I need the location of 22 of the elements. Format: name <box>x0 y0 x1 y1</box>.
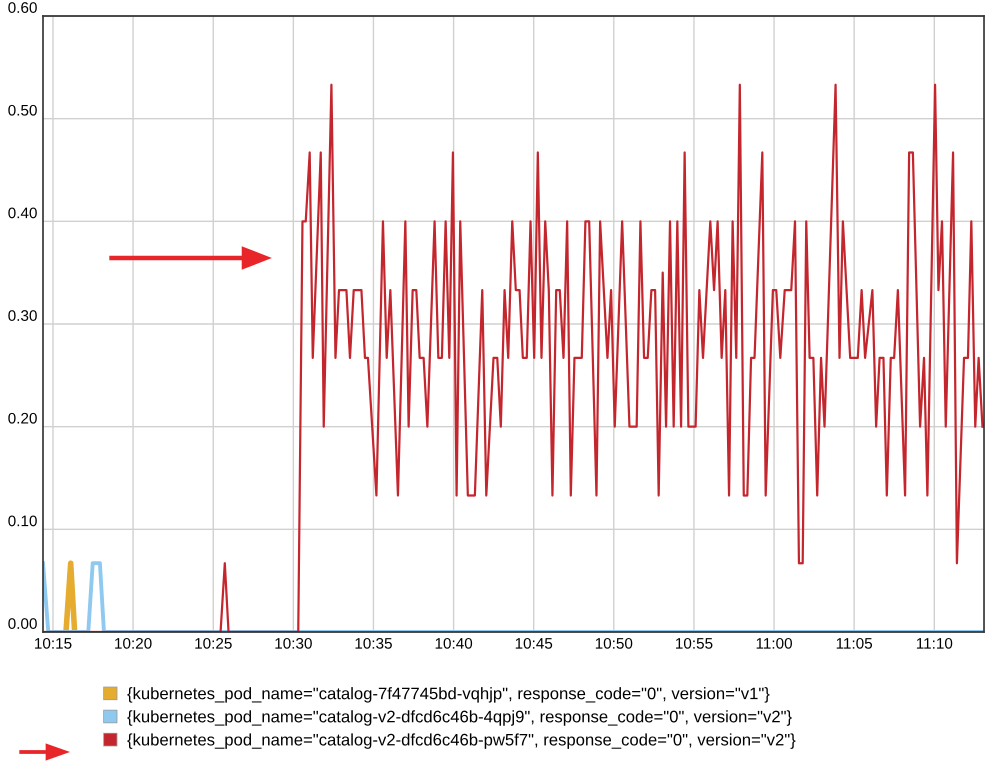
x-tick-label: 10:35 <box>355 638 392 649</box>
legend-label: {kubernetes_pod_name="catalog-v2-dfcd6c46b-4qpj9", response_code="0", version="v2"} <box>127 710 792 726</box>
x-tick-label: 10:25 <box>195 638 232 649</box>
y-tick-label: 0.00 <box>8 618 37 629</box>
x-tick-label: 10:15 <box>35 638 72 649</box>
x-tick-label: 10:55 <box>676 638 712 649</box>
y-tick-label: 0.40 <box>8 207 37 218</box>
legend-label: {kubernetes_pod_name="catalog-v2-dfcd6c46b-pw5f7", response_code="0", version="v2"} <box>127 733 796 749</box>
y-tick-label: 0.60 <box>8 2 37 13</box>
y-tick-label: 0.30 <box>8 310 37 321</box>
x-tick-label: 10:40 <box>436 638 472 649</box>
x-tick-label: 11:00 <box>756 638 792 649</box>
y-tick-label: 0.50 <box>8 104 37 116</box>
x-tick-label: 11:10 <box>916 638 952 649</box>
x-tick-label: 11:05 <box>836 638 872 649</box>
x-tick-label: 10:45 <box>516 638 552 649</box>
y-tick-label: 0.10 <box>8 515 37 526</box>
y-tick-label: 0.20 <box>8 412 37 424</box>
x-tick-label: 10:20 <box>115 638 152 649</box>
x-tick-label: 10:50 <box>596 638 632 649</box>
legend-label: {kubernetes_pod_name="catalog-7f47745bd-vqhjp", response_code="0", version="v1"} <box>127 687 770 703</box>
x-tick-label: 10:30 <box>275 638 312 649</box>
